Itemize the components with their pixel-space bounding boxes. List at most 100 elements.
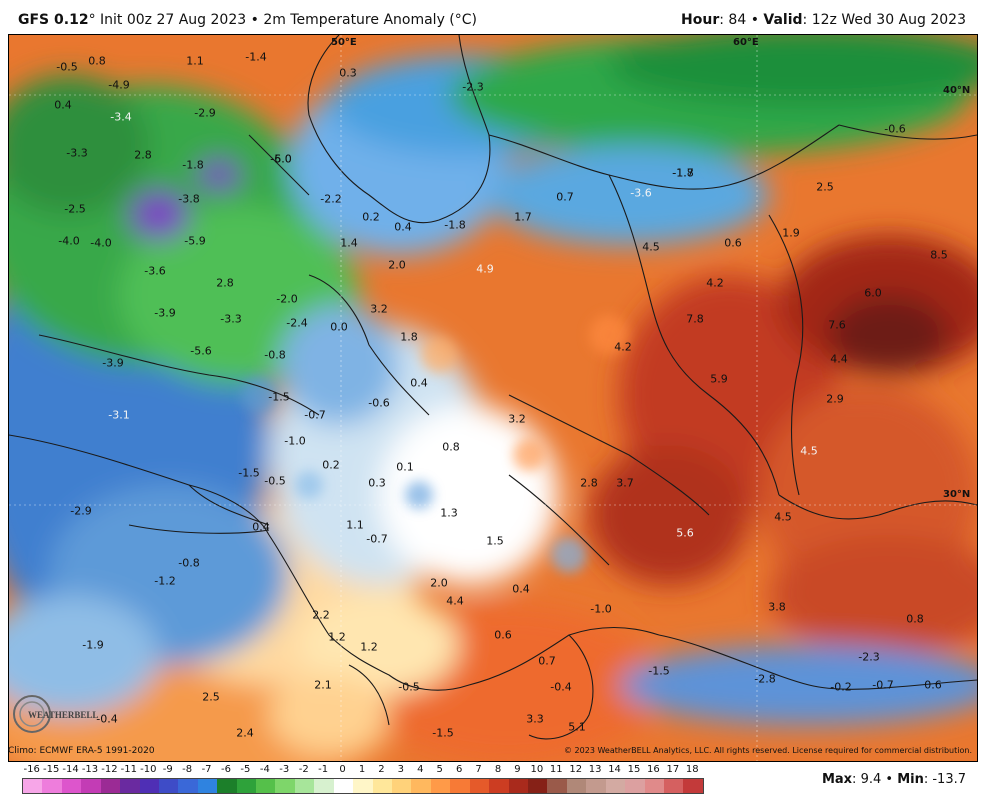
colorbar-tick-label: 8 — [494, 764, 502, 775]
anomaly-label: -4.0 — [90, 236, 112, 250]
anomaly-label: 3.7 — [616, 476, 634, 490]
colorbar-swatch — [605, 779, 626, 793]
anomaly-label: 0.3 — [339, 66, 357, 80]
anomaly-label: 0.4 — [54, 98, 72, 112]
product-name: 2m Temperature Anomaly (°C) — [263, 12, 477, 28]
colorbar-tick-label: 7 — [475, 764, 482, 775]
anomaly-label: 7.8 — [686, 312, 704, 326]
anomaly-label: -5.9 — [184, 234, 206, 248]
anomaly-label: 2.4 — [236, 726, 254, 740]
hour-value: 84 — [728, 12, 747, 28]
colorbar-tick-label: -6 — [221, 764, 231, 775]
valid-time: Hour: 84 • Valid: 12z Wed 30 Aug 2023 — [681, 12, 966, 28]
valid-label: Valid — [763, 12, 803, 28]
colorbar-swatch — [100, 779, 121, 793]
anomaly-label: -3.9 — [102, 356, 124, 370]
map-title: GFS 0.12° Init 00z 27 Aug 2023 • 2m Temp… — [18, 12, 477, 28]
anomaly-label: 5.6 — [676, 526, 694, 540]
header: GFS 0.12° Init 00z 27 Aug 2023 • 2m Temp… — [0, 0, 984, 34]
anomaly-label: 4.4 — [830, 352, 848, 366]
anomaly-label: -3.6 — [144, 264, 166, 278]
anomaly-label: 7.6 — [828, 318, 846, 332]
colorbar-swatch — [644, 779, 664, 793]
min-label: Min — [897, 772, 924, 787]
colorbar-swatch — [81, 779, 101, 793]
anomaly-label: 4.2 — [706, 276, 724, 290]
weatherbell-logo: WEATHERBELL — [13, 695, 98, 733]
colorbar-tick-label: 13 — [588, 764, 602, 775]
anomaly-label: -0.6 — [884, 122, 906, 136]
max-min-readout: Max: 9.4 • Min: -13.7 — [821, 772, 966, 787]
anomaly-label: -3.6 — [630, 186, 652, 200]
anomaly-label: 5.9 — [710, 372, 728, 386]
climatology-source: Climo: ECMWF ERA-5 1991-2020 — [8, 746, 155, 756]
colorbar-tick-label: -2 — [298, 764, 309, 775]
anomaly-label: -3.1 — [108, 408, 130, 422]
anomaly-label: 2.9 — [826, 392, 844, 406]
colorbar-tick-label: -1 — [318, 764, 329, 775]
anomaly-label: -5.0 — [270, 152, 292, 166]
colorbar-swatch — [683, 779, 703, 793]
anomaly-label: 4.5 — [800, 444, 818, 458]
anomaly-label: 0.6 — [494, 628, 512, 642]
colorbar-swatch — [197, 779, 218, 793]
copyright-notice: © 2023 WeatherBELL Analytics, LLC. All r… — [564, 746, 972, 755]
colorbar-swatch — [314, 779, 334, 793]
colorbar-tick-label: 14 — [608, 764, 621, 775]
colorbar-swatch — [372, 779, 393, 793]
anomaly-label: -1.0 — [284, 434, 306, 448]
colorbar-swatch — [236, 779, 257, 793]
anomaly-label: 0.7 — [538, 654, 556, 668]
colorbar-tick-label: 4 — [417, 764, 424, 775]
anomaly-label: -1.7 — [672, 166, 694, 180]
anomaly-label: 2.5 — [202, 690, 220, 704]
min-value: -13.7 — [932, 772, 966, 787]
anomaly-label: 0.4 — [410, 376, 428, 390]
colorbar-tick-label: 18 — [685, 764, 699, 775]
anomaly-label: 1.2 — [360, 640, 378, 654]
colorbar-swatch — [566, 779, 587, 793]
anomaly-label: 1.4 — [340, 236, 358, 250]
anomaly-label: 4.5 — [774, 510, 792, 524]
hour-label: Hour — [681, 12, 720, 28]
colorbar-tick-label: -9 — [162, 764, 173, 775]
anomaly-label: 0.4 — [252, 520, 270, 534]
colorbar-swatch — [469, 779, 490, 793]
colorbar-swatch — [294, 779, 315, 793]
colorbar-swatch — [527, 779, 548, 793]
anomaly-label: 3.3 — [526, 712, 544, 726]
colorbar-swatch — [586, 779, 606, 793]
anomaly-label: -2.3 — [462, 80, 484, 94]
anomaly-label: -2.5 — [64, 202, 86, 216]
colorbar-tick-label: -3 — [279, 764, 290, 775]
colorbar-swatch — [61, 779, 82, 793]
anomaly-label: 1.7 — [514, 210, 532, 224]
anomaly-label: -0.5 — [398, 680, 420, 694]
anomaly-label: 4.9 — [476, 262, 494, 276]
anomaly-label: -0.2 — [830, 680, 852, 694]
colorbar-tick-label: 17 — [666, 764, 680, 775]
colorbar-swatch — [217, 779, 237, 793]
colorbar-tick-label: 15 — [627, 764, 641, 775]
anomaly-label: -3.9 — [154, 306, 176, 320]
anomaly-label: -2.0 — [276, 292, 298, 306]
anomaly-label: -0.5 — [264, 474, 286, 488]
colorbar-swatch — [430, 779, 451, 793]
colorbar-swatch — [158, 779, 179, 793]
anomaly-label: -2.2 — [320, 192, 342, 206]
anomaly-label: -1.9 — [82, 638, 104, 652]
grid-label-50e: 50°E — [331, 37, 357, 48]
colorbar-swatch — [547, 779, 567, 793]
max-value: 9.4 — [860, 772, 882, 787]
anomaly-label: 0.0 — [330, 320, 348, 334]
anomaly-label: -1.8 — [182, 158, 204, 172]
anomaly-label: 0.8 — [442, 440, 460, 454]
colorbar-swatch — [42, 779, 62, 793]
colorbar-tick-label: 10 — [530, 764, 544, 775]
anomaly-label: 2.0 — [430, 576, 448, 590]
anomaly-label: -3.8 — [178, 192, 200, 206]
colorbar-swatch — [625, 779, 645, 793]
colorbar-swatch — [120, 779, 140, 793]
colorbar-swatch — [508, 779, 528, 793]
anomaly-label: -4.0 — [58, 234, 80, 248]
